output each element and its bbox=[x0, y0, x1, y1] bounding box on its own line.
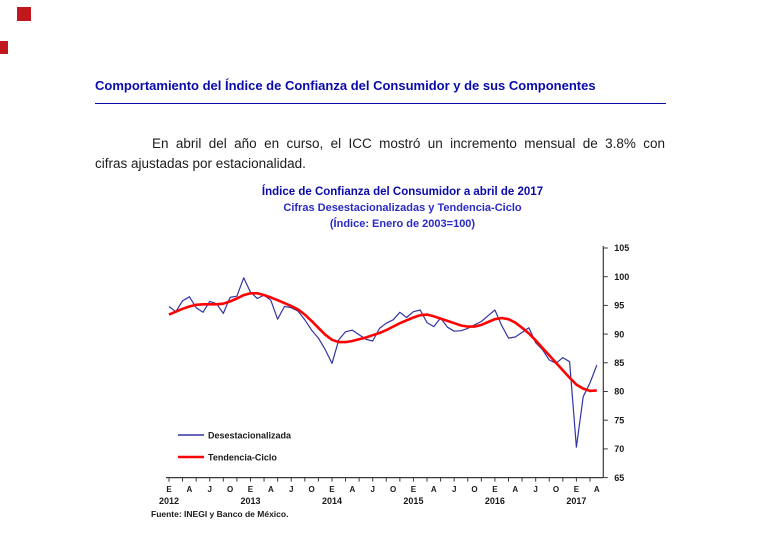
x-month-label: O bbox=[227, 485, 233, 494]
x-year-label: 2017 bbox=[566, 496, 586, 506]
x-month-label: A bbox=[186, 485, 192, 494]
x-month-label: O bbox=[390, 485, 396, 494]
chart-subtitle: Cifras Desestacionalizadas y Tendencia-C… bbox=[283, 202, 522, 214]
paragraph-line-2: cifras ajustadas por estacionalidad. bbox=[95, 156, 306, 171]
heading-underline bbox=[95, 103, 666, 104]
x-month-label: O bbox=[471, 485, 477, 494]
chart-index-note: (Índice: Enero de 2003=100) bbox=[329, 218, 476, 230]
y-tick-label: 75 bbox=[614, 415, 624, 425]
icc-line-chart: 65 70 75 80 85 90 95 100 105 E A J O E A J O E A J O E A J O E A J O… bbox=[159, 243, 629, 506]
paragraph-line-1: En abril del año en curso, el ICC mostró… bbox=[152, 136, 665, 151]
chart-title-block: Índice de Confianza del Consumidor a abr… bbox=[140, 184, 665, 232]
x-month-label: E bbox=[166, 485, 172, 494]
x-year-label: 2013 bbox=[240, 496, 260, 506]
x-month-label: J bbox=[208, 485, 212, 494]
y-tick-label: 80 bbox=[614, 387, 624, 397]
chart-title: Índice de Confianza del Consumidor a abr… bbox=[261, 186, 544, 198]
x-month-label: A bbox=[512, 485, 518, 494]
legend-label: Tendencia-Ciclo bbox=[208, 452, 277, 462]
header-accent-square-small bbox=[0, 41, 8, 54]
x-month-label: J bbox=[533, 485, 537, 494]
source-note: Fuente: INEGI y Banco de México. bbox=[151, 509, 289, 519]
y-tick-label: 100 bbox=[614, 272, 629, 282]
series-line-tendencia-ciclo bbox=[168, 291, 597, 393]
x-year-label: 2016 bbox=[485, 496, 505, 506]
y-tick-label: 70 bbox=[614, 444, 624, 454]
x-month-label: E bbox=[574, 485, 580, 494]
series-line-desestacionalizada bbox=[168, 277, 598, 448]
x-month-label: E bbox=[411, 485, 417, 494]
y-tick-label: 65 bbox=[614, 473, 624, 483]
x-month-label: E bbox=[248, 485, 254, 494]
x-month-label: A bbox=[349, 485, 355, 494]
x-month-label: J bbox=[289, 485, 293, 494]
y-tick-label: 85 bbox=[614, 358, 624, 368]
x-year-label: 2014 bbox=[322, 496, 342, 506]
x-month-label: J bbox=[452, 485, 456, 494]
x-month-label: A bbox=[594, 485, 600, 494]
x-month-label: J bbox=[370, 485, 374, 494]
x-month-label: E bbox=[329, 485, 335, 494]
y-tick-label: 105 bbox=[614, 243, 629, 253]
x-month-label: O bbox=[308, 485, 314, 494]
x-month-label: O bbox=[553, 485, 559, 494]
x-month-label: A bbox=[268, 485, 274, 494]
y-tick-label: 95 bbox=[614, 301, 624, 311]
x-year-label: 2015 bbox=[403, 496, 423, 506]
legend-label: Desestacionalizada bbox=[208, 430, 292, 440]
x-month-label: E bbox=[492, 485, 498, 494]
y-tick-label: 90 bbox=[614, 329, 624, 339]
header-accent-square bbox=[17, 7, 31, 21]
x-year-label: 2012 bbox=[159, 496, 179, 506]
section-heading: Comportamiento del Índice de Confianza d… bbox=[95, 78, 596, 93]
x-month-label: A bbox=[431, 485, 437, 494]
